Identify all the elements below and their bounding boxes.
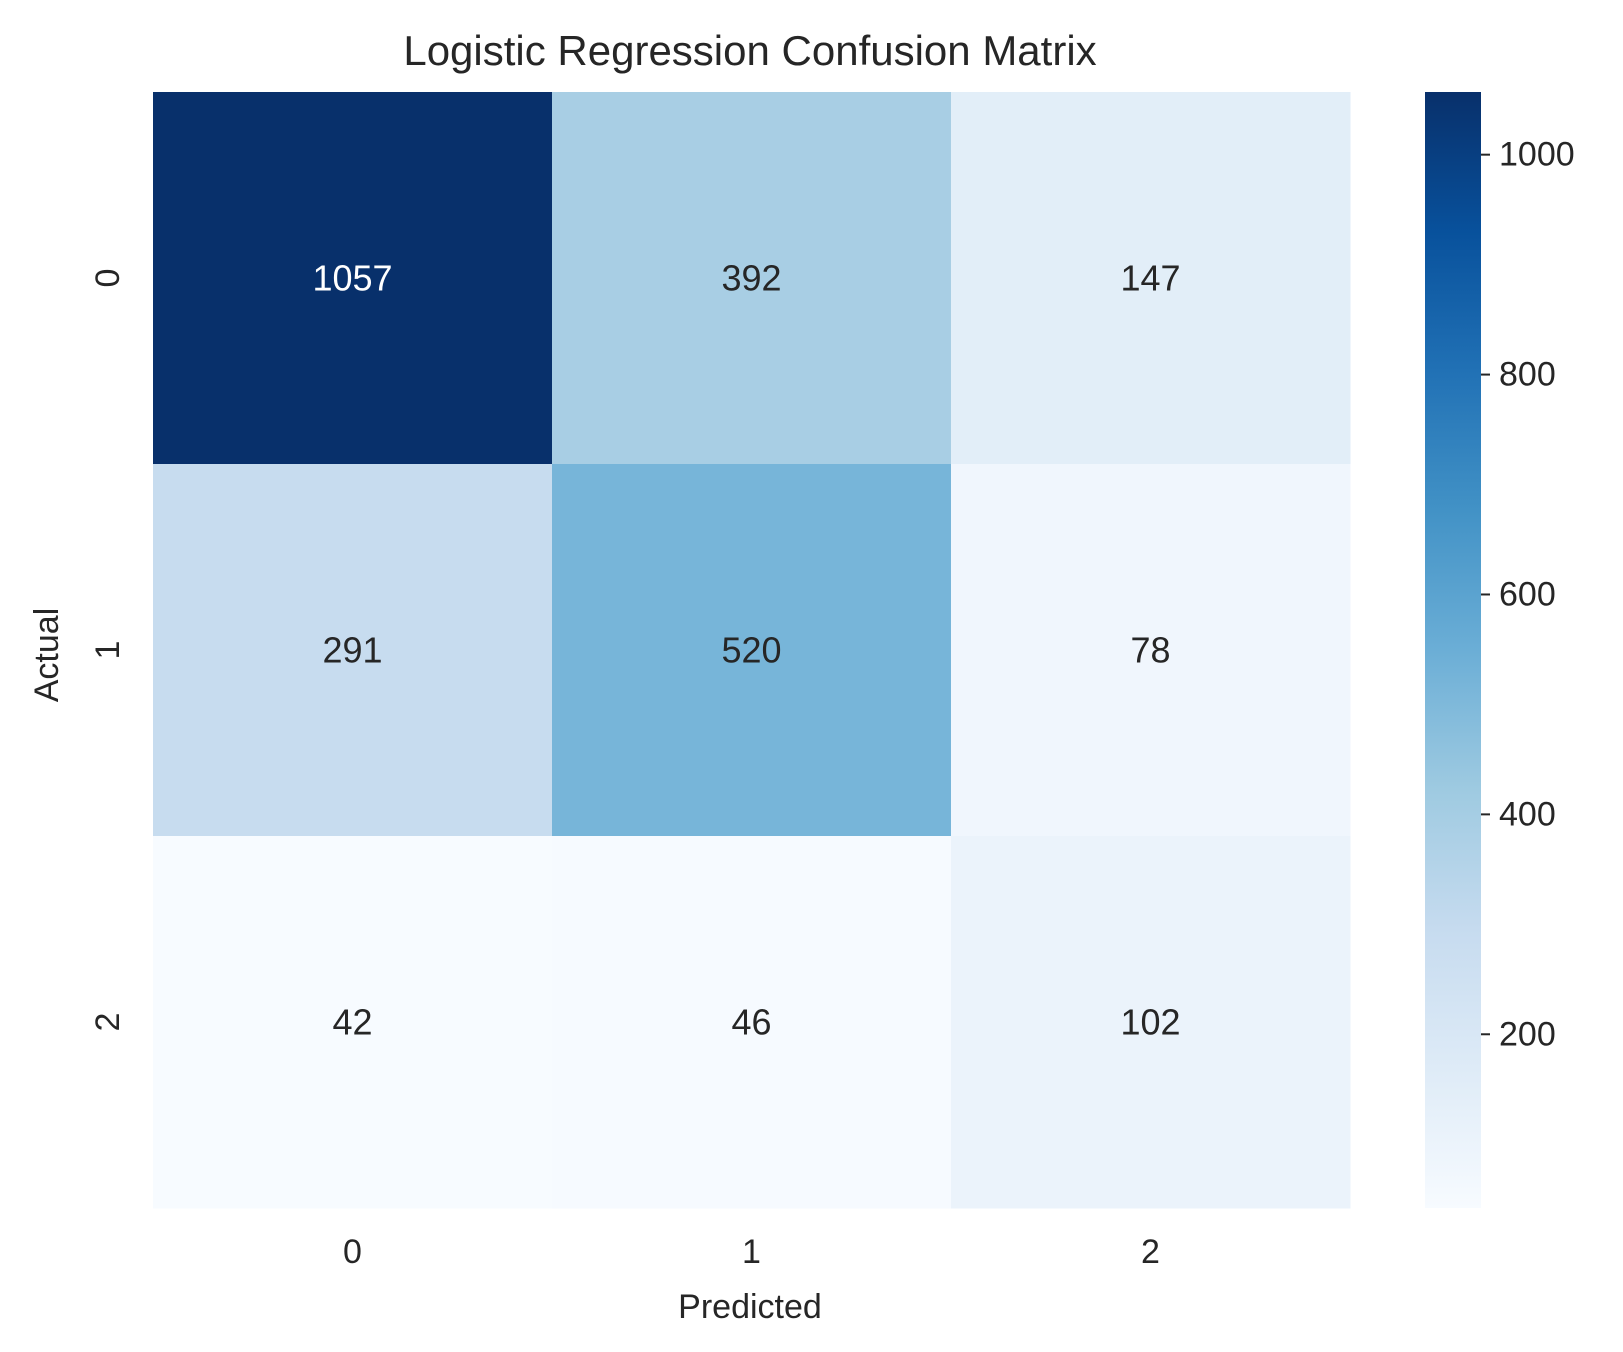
heatmap-cell-value: 520	[721, 630, 781, 671]
heatmap-cell-value: 102	[1120, 1002, 1180, 1043]
heatmap-cell	[552, 464, 952, 837]
y-axis-label: Actual	[28, 608, 66, 703]
x-axis-tick-labels: 0 1 2	[343, 1233, 1160, 1271]
heatmap-cell	[552, 92, 952, 465]
x-axis-label: Predicted	[678, 1288, 822, 1326]
colorbar	[1425, 92, 1481, 1208]
heatmap-cell	[951, 836, 1351, 1209]
colorbar-tick-label: 1000	[1499, 136, 1575, 174]
colorbar-tick-label: 800	[1499, 356, 1556, 394]
x-tick-label: 2	[1141, 1233, 1160, 1271]
colorbar-ticks: 200 400 600 800 1000	[1481, 136, 1575, 1053]
heatmap-cells	[153, 92, 1351, 1209]
y-tick-label: 1	[89, 641, 127, 660]
x-tick-label: 1	[742, 1233, 761, 1271]
x-tick-label: 0	[343, 1233, 362, 1271]
colorbar-tick-label: 200	[1499, 1015, 1556, 1053]
chart-title: Logistic Regression Confusion Matrix	[403, 27, 1096, 74]
heatmap-cell	[153, 92, 553, 465]
y-tick-label: 0	[89, 269, 127, 288]
y-tick-label: 2	[89, 1013, 127, 1032]
heatmap-cell	[552, 836, 952, 1209]
heatmap-cell	[153, 836, 553, 1209]
heatmap-cell-value: 78	[1130, 630, 1170, 671]
heatmap-cell-value: 1057	[312, 258, 392, 299]
heatmap-cell-value: 42	[332, 1002, 372, 1043]
colorbar-tick-label: 400	[1499, 795, 1556, 833]
y-axis-tick-labels: 0 1 2	[89, 269, 127, 1032]
heatmap-cell-value: 392	[721, 258, 781, 299]
heatmap-cell-value: 147	[1120, 258, 1180, 299]
heatmap-cell-labels: 1057 392 147 291 520 78 42 46 102	[312, 258, 1180, 1043]
heatmap-cell-value: 291	[322, 630, 382, 671]
colorbar-tick-label: 600	[1499, 575, 1556, 613]
heatmap-cell	[951, 464, 1351, 837]
heatmap-cell	[951, 92, 1351, 465]
heatmap-cell	[153, 464, 553, 837]
heatmap-cell-value: 46	[731, 1002, 771, 1043]
